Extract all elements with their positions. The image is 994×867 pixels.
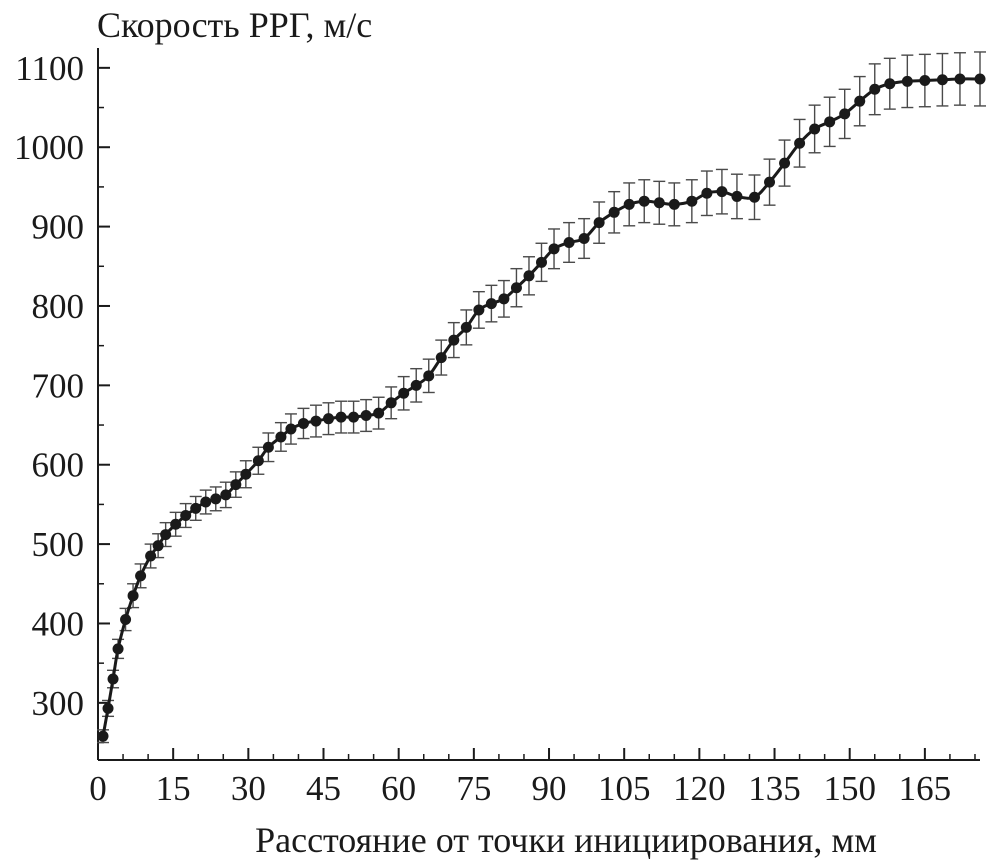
data-point (794, 137, 806, 149)
data-point (536, 256, 548, 268)
data-point (485, 298, 497, 310)
data-point (373, 407, 385, 419)
y-tick-label: 900 (32, 208, 85, 247)
data-point (170, 518, 182, 530)
data-point (668, 198, 680, 210)
data-point (954, 73, 966, 85)
x-tick-label: 135 (748, 769, 801, 808)
data-point (240, 468, 252, 480)
data-point (869, 83, 881, 95)
x-tick-label: 150 (823, 769, 876, 808)
data-point (360, 410, 372, 422)
data-point (809, 123, 821, 135)
y-tick-label: 300 (32, 684, 85, 723)
x-tick-label: 45 (306, 769, 341, 808)
data-point (423, 370, 435, 382)
data-point (112, 643, 124, 655)
data-point (498, 293, 510, 305)
data-point (824, 116, 836, 128)
data-point (608, 206, 620, 218)
x-tick-label: 105 (598, 769, 651, 808)
data-point (686, 195, 698, 207)
data-point (107, 673, 119, 685)
data-point (748, 191, 760, 203)
data-point (435, 352, 447, 364)
data-point (473, 304, 485, 316)
data-point (230, 479, 242, 491)
y-tick-label: 600 (32, 446, 85, 485)
x-tick-label: 165 (899, 769, 952, 808)
data-point (190, 502, 202, 514)
data-point (901, 75, 913, 87)
data-point (180, 510, 192, 522)
data-point (145, 550, 157, 562)
x-tick-label: 60 (381, 769, 416, 808)
data-point (220, 489, 232, 501)
data-point (653, 197, 665, 209)
data-point (523, 270, 535, 282)
data-point (262, 441, 274, 453)
data-point (510, 282, 522, 294)
data-point (152, 540, 164, 552)
data-point (385, 397, 397, 409)
series-line (101, 77, 981, 737)
data-point (398, 387, 410, 399)
x-tick-label: 0 (89, 769, 107, 808)
data-point (310, 415, 322, 427)
data-point (275, 431, 287, 443)
data-point (448, 334, 460, 346)
data-point (102, 702, 114, 714)
x-tick-label: 90 (532, 769, 567, 808)
data-point (623, 198, 635, 210)
x-tick-label: 15 (156, 769, 191, 808)
data-point (160, 529, 172, 541)
data-point (200, 496, 212, 508)
data-point (127, 590, 139, 602)
data-point (854, 95, 866, 107)
data-point (335, 411, 347, 423)
data-point (716, 186, 728, 198)
data-point (410, 379, 422, 391)
x-tick-label: 30 (231, 769, 266, 808)
x-axis-title: Расстояние от точки инициирования, мм (255, 820, 877, 860)
data-point (210, 493, 222, 505)
data-point (839, 108, 851, 120)
data-point (97, 730, 109, 742)
data-point (120, 614, 132, 626)
data-point (297, 417, 309, 429)
y-tick-label: 1100 (15, 49, 84, 88)
data-point (936, 74, 948, 86)
x-tick-label: 75 (456, 769, 491, 808)
y-tick-label: 400 (32, 604, 85, 643)
data-point (348, 411, 360, 423)
data-point (701, 187, 713, 199)
y-axis-title: Скорость РРГ, м/с (97, 5, 372, 45)
data-point (974, 73, 986, 85)
data-point (764, 176, 776, 188)
data-point (638, 195, 650, 207)
data-point (323, 413, 335, 425)
data-point (919, 75, 931, 87)
data-point (563, 236, 575, 248)
data-point (779, 157, 791, 169)
data-point (460, 321, 472, 333)
data-point (135, 570, 147, 582)
data-point (578, 233, 590, 245)
y-tick-label: 500 (32, 525, 85, 564)
y-tick-label: 1000 (14, 128, 84, 167)
x-tick-label: 120 (673, 769, 726, 808)
data-point (593, 217, 605, 229)
data-point (285, 423, 297, 435)
y-tick-label: 800 (32, 287, 85, 326)
data-point (731, 190, 743, 202)
plot-area: 300 400 500 600 700 800 900 1000 1100 0 15 30 45 60 75… (14, 48, 986, 808)
y-tick-label: 700 (32, 366, 85, 405)
data-point (884, 78, 896, 90)
data-point (252, 455, 264, 467)
data-point (548, 243, 560, 255)
